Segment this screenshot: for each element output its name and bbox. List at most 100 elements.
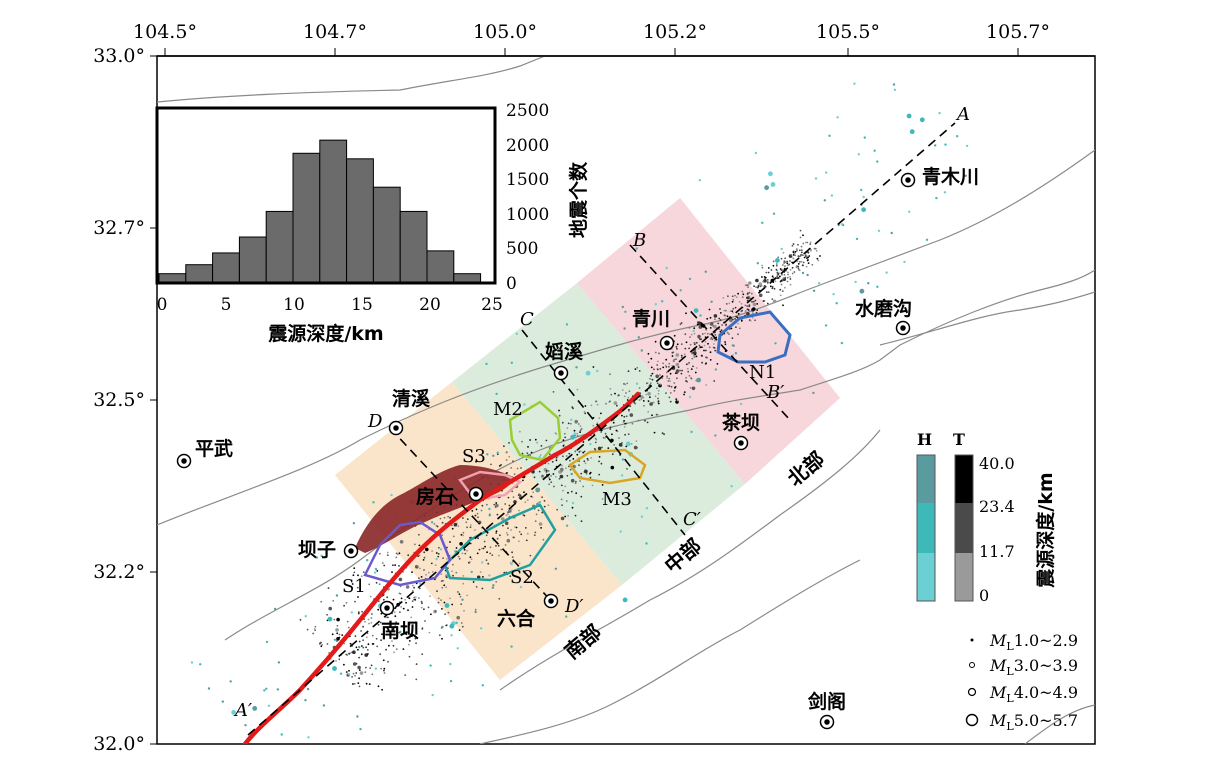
earthquake-dot <box>543 500 546 502</box>
historical-earthquake-dot <box>481 684 484 687</box>
earthquake-dot <box>326 613 328 616</box>
earthquake-dot <box>545 471 548 474</box>
historical-earthquake-dot <box>454 550 457 553</box>
earthquake-dot <box>714 349 717 352</box>
earthquake-dot <box>514 526 516 528</box>
earthquake-dot <box>680 372 683 375</box>
earthquake-dot <box>665 358 668 361</box>
earthquake-dot <box>709 338 712 340</box>
earthquake-dot <box>434 564 437 566</box>
historical-earthquake-dot <box>825 171 828 174</box>
historical-earthquake-dot <box>496 451 499 454</box>
earthquake-dot <box>441 521 444 524</box>
earthquake-dot <box>553 485 555 488</box>
earthquake-dot <box>362 625 364 628</box>
earthquake-dot <box>420 600 423 603</box>
earthquake-dot <box>443 584 446 587</box>
profile-B-line <box>629 244 791 421</box>
earthquake-dot <box>703 344 706 347</box>
earthquake-dot <box>725 303 728 305</box>
earthquake-dot <box>560 498 563 501</box>
earthquake-dot <box>385 648 387 651</box>
earthquake-dot <box>395 556 398 559</box>
earthquake-dot <box>506 472 509 474</box>
earthquake-dot <box>713 380 716 382</box>
earthquake-dot <box>714 339 716 342</box>
historical-earthquake-dot <box>768 171 773 177</box>
earthquake-dot <box>697 348 700 350</box>
cluster-label-S1: S1 <box>342 576 366 597</box>
earthquake-dot <box>709 316 712 319</box>
earthquake-dot <box>687 370 690 373</box>
earthquake-dot <box>579 480 581 482</box>
earthquake-dot <box>345 671 348 673</box>
historical-earthquake-dot <box>523 403 526 406</box>
earthquake-dot <box>565 467 567 469</box>
historical-earthquake-dot <box>570 434 576 440</box>
earthquake-dot <box>382 659 385 662</box>
earthquake-dot <box>780 283 783 286</box>
earthquake-dot <box>697 321 699 324</box>
earthquake-dot <box>623 395 626 398</box>
place-label-qingxi: 清溪 <box>392 387 431 410</box>
earthquake-dot <box>656 382 659 385</box>
earthquake-dot <box>797 243 799 246</box>
earthquake-dot <box>659 368 662 370</box>
earthquake-dot <box>800 254 802 256</box>
historical-earthquake-dot <box>862 195 865 199</box>
earthquake-dot <box>511 490 514 493</box>
earthquake-dot <box>692 365 694 368</box>
earthquake-dot <box>775 268 778 271</box>
earthquake-dot <box>669 380 671 383</box>
earthquake-dot <box>543 505 546 508</box>
earthquake-dot <box>393 651 395 654</box>
earthquake-dot <box>779 294 782 297</box>
earthquake-dot <box>391 571 393 573</box>
earthquake-dot <box>570 478 575 483</box>
earthquake-dot <box>481 547 483 550</box>
earthquake-dot <box>394 615 397 617</box>
earthquake-dot <box>414 634 416 637</box>
earthquake-dot <box>626 399 629 401</box>
historical-earthquake-dot <box>439 548 443 551</box>
earthquake-dot <box>462 575 465 577</box>
historical-earthquake-dot <box>645 542 648 545</box>
historical-earthquake-dot <box>944 143 947 146</box>
earthquake-dot <box>491 554 494 556</box>
historical-earthquake-dot <box>429 664 432 667</box>
historical-earthquake-dot <box>322 704 326 707</box>
earthquake-dot <box>540 445 543 447</box>
earthquake-dot <box>356 586 359 589</box>
earthquake-dot <box>627 433 630 436</box>
earthquake-dot <box>441 637 443 640</box>
earthquake-dot <box>466 549 468 552</box>
historical-earthquake-dot <box>350 611 353 614</box>
earthquake-dot <box>362 571 365 573</box>
earthquake-dot <box>483 540 486 543</box>
historical-earthquake-dot <box>304 699 307 702</box>
earthquake-dot <box>584 412 587 415</box>
historical-earthquake-dot <box>890 231 893 235</box>
earthquake-dot <box>327 587 330 589</box>
earthquake-dot <box>669 400 672 403</box>
scale-header-H: H <box>917 430 932 449</box>
earthquake-dot <box>694 371 697 374</box>
scale-T-bot <box>955 553 973 601</box>
place-label-liuhe: 六合 <box>497 607 536 630</box>
earthquake-dot <box>509 575 512 577</box>
earthquake-dot <box>651 372 654 375</box>
earthquake-dot <box>567 515 569 517</box>
earthquake-dot <box>757 285 760 287</box>
earthquake-dot <box>667 384 669 387</box>
historical-earthquake-dot <box>538 455 541 459</box>
earthquake-dot <box>679 323 682 326</box>
histogram-bar <box>292 152 321 283</box>
earthquake-dot <box>734 318 736 320</box>
historical-earthquake-dot <box>698 179 702 182</box>
earthquake-dot <box>590 404 593 407</box>
earthquake-dot <box>379 621 382 624</box>
historical-earthquake-dot <box>505 451 508 454</box>
earthquake-dot <box>460 533 463 536</box>
earthquake-dot <box>731 295 734 298</box>
earthquake-dot <box>548 453 551 456</box>
